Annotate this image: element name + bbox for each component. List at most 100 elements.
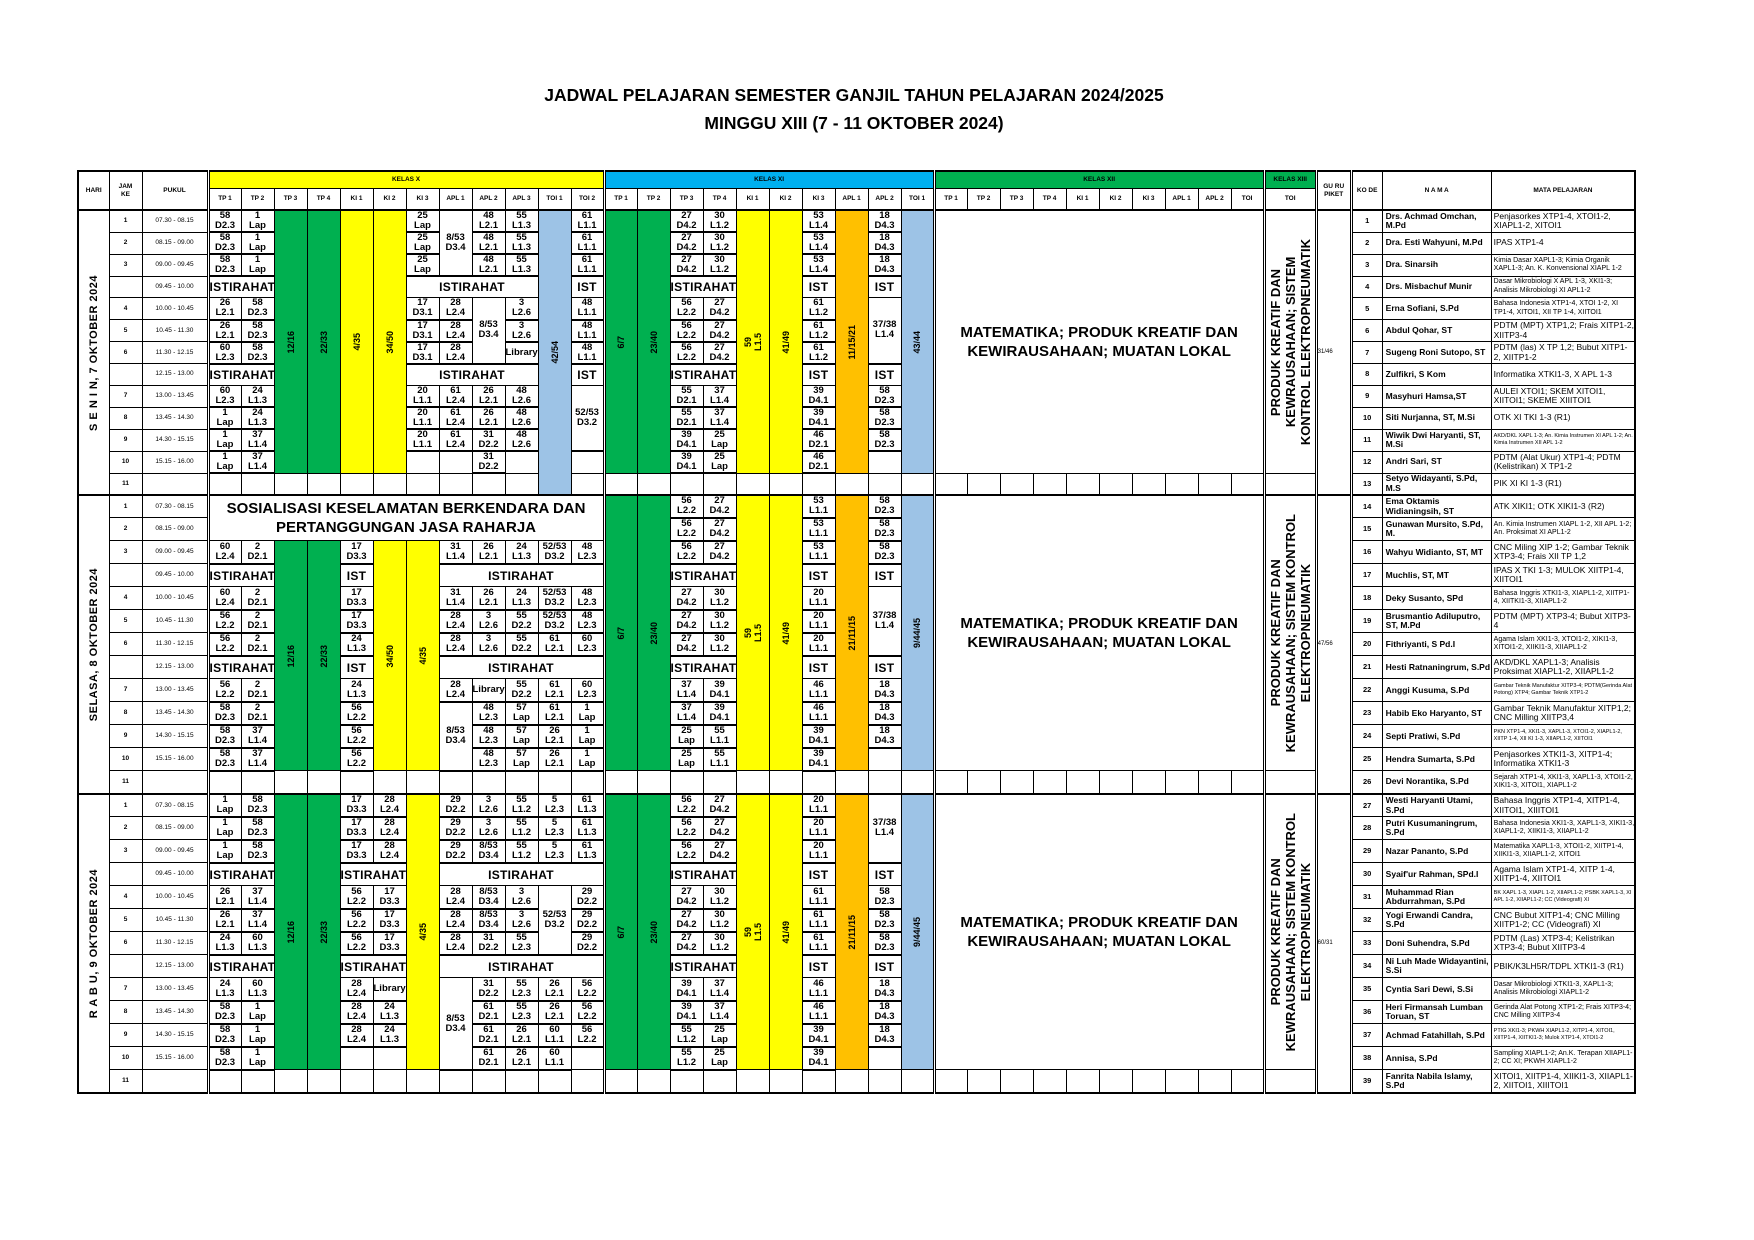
class-block-cell: 4/35 [339,208,374,474]
class-block-cell-text: 42/54 [549,341,560,364]
col-header-kelas-x: APL 2 [471,188,506,211]
empty-cell [669,1069,704,1094]
lesson-cell: 61 L1.1 [570,209,605,233]
period-number: 1 [108,493,143,519]
empty-cell [1197,770,1232,795]
period-number: 9 [108,428,143,452]
empty-cell [306,770,341,795]
lesson-cell: 8/53 D3.4 [438,701,473,772]
lesson-cell: 27 D4.2 [702,839,737,864]
teacher-name: Wiwik Dwi Haryanti, ST, M.Si [1381,428,1492,452]
schedule-row: 5 10.45 - 11.30 26 L2.1 37 L1.4 56 L2.2 17 D3… [78,908,1636,933]
teacher-code: 2 [1350,231,1383,255]
class-block-cell-text: 6/7 [616,626,627,640]
lesson-cell: 1 Lap [240,1046,275,1071]
col-header-kelas-xii: TOI [1230,188,1265,211]
lesson-cell: 52/53 D3.2 [537,609,572,634]
empty-cell [867,472,902,496]
empty-cell [735,770,770,795]
lesson-cell: 3 L2.6 [471,632,506,657]
lesson-cell: 53 L1.4 [801,231,836,255]
class-block-cell: 12/16 [273,540,308,772]
lesson-cell: 37 L1.4 [702,406,737,431]
teacher-name: Deky Susanto, SPd [1381,586,1492,611]
lesson-cell: 8/53 D3.4 [471,885,506,910]
lesson-cell: 56 L2.2 [339,931,374,956]
lesson-cell: 57 Lap [504,701,539,726]
lesson-cell: 2 D2.1 [240,701,275,726]
break-cell: IST [339,655,374,680]
lesson-cell: 20 L1.1 [801,586,836,611]
teacher-code: 3 [1350,253,1383,277]
header-kelas-xiii: KELAS XIII [1263,170,1317,189]
teacher-subjects: Sejarah XTP1-4, XKI1-3, XAPL1-3, XTOI1-2… [1490,770,1636,795]
lesson-cell: 58 D2.3 [207,209,242,233]
lesson-cell: 18 D4.3 [867,209,902,233]
lesson-cell: 55 L1.1 [702,747,737,772]
class-block-cell: 42/54 [537,209,572,496]
teacher-name: Annisa, S.Pd [1381,1046,1492,1071]
period-number [108,363,143,386]
lesson-cell: 28 L2.4 [438,678,473,703]
lesson-cell: 61 L1.3 [570,839,605,864]
lesson-cell: 2 D2.1 [240,678,275,703]
teacher-subjects: IPAS XTP1-4 [1490,231,1636,255]
teacher-code: 29 [1350,839,1383,864]
day-label-text: R A B U, 9 OKTOBER 2024 [87,868,100,1019]
day-label-text: SELASA, 8 OKTOBER 2024 [87,567,100,722]
empty-cell [1263,770,1317,795]
teacher-subjects: AKD/DKL XAPL 1-3; An. Kimia Instrumen XI… [1490,428,1636,452]
lesson-cell: 61 L1.2 [801,297,836,321]
col-header-kelas-x: KI 1 [339,188,374,211]
schedule-row: 9 14.30 - 15.15 58 D2.3 37 L1.4 56 L2.2 48 L2… [78,724,1636,749]
header-hari: HARI [77,170,110,211]
period-number: 10 [108,747,143,772]
empty-cell [240,472,275,496]
lesson-cell: 60 L1.3 [240,977,275,1002]
teacher-subjects: CNC Miling XIP 1-2; Gambar Teknik XTP3-4… [1490,540,1636,565]
teacher-subjects: Gerinda Alat Potong XTP1-2; Frais XITP3-… [1490,1000,1636,1025]
empty-cell [1164,472,1199,496]
lesson-cell: Library [471,678,506,703]
lesson-cell: 48 L2.6 [504,406,539,431]
empty-cell [570,1046,605,1071]
lesson-cell: 61 L1.2 [801,341,836,365]
lesson-cell: 5 L2.3 [537,792,572,818]
break-cell: ISTIRAHAT [438,954,605,979]
break-cell: IST [339,563,374,588]
break-cell: ISTIRAHAT [405,363,539,386]
lesson-cell: 48 L2.1 [471,253,506,277]
period-time [141,770,209,795]
lesson-cell: 55 L1.3 [504,209,539,233]
break-cell: IST [867,563,902,588]
header-nama: N A M A [1381,170,1492,211]
lesson-cell: 37/38 L1.4 [867,297,902,365]
class-block-cell: 22/33 [306,208,341,474]
teacher-code: 34 [1350,954,1383,979]
col-header-kelas-xi: TP 4 [702,188,737,211]
guru-piket-cell: 47/56 [1315,493,1352,795]
document-title: JADWAL PELAJARAN SEMESTER GANJIL TAHUN P… [544,85,1164,105]
empty-cell [702,1069,737,1094]
class-block-cell-text: 59 L1.5 [742,332,763,351]
period-number: 10 [108,1046,143,1071]
schedule-row: 7 13.00 - 13.45 56 L2.2 2 D2.1 24 L1.3 28 L2.… [78,678,1636,703]
col-header-kelas-xii: APL 1 [1164,188,1199,211]
lesson-cell: 56 L2.2 [570,1000,605,1025]
empty-cell [339,1046,374,1071]
schedule-row: 3 09.00 - 09.45 58 D2.3 1 Lap 25 Lap 48 L2.1 5… [78,253,1636,277]
empty-cell [1032,1069,1067,1094]
empty-cell [966,1069,1001,1094]
lesson-cell: 61 L1.3 [570,816,605,841]
lesson-cell: 58 D2.3 [240,816,275,841]
lesson-cell: 27 D4.2 [702,540,737,565]
schedule-row: 09.45 - 10.00 ISTIRAHAT ISTIRAHAT IST ISTIRA… [78,275,1636,299]
lesson-cell: 5 L2.3 [537,816,572,841]
teacher-name: Brusmantio Adiluputro, ST, M.Pd [1381,609,1492,634]
lesson-cell: 46 L1.1 [801,977,836,1002]
lesson-cell: 58 D2.3 [867,517,902,542]
teacher-name: Setyo Widayanti, S.Pd, M.S [1381,472,1492,496]
empty-cell [306,472,341,496]
empty-cell [1230,770,1265,795]
col-header-kelas-xi: KI 3 [801,188,836,211]
